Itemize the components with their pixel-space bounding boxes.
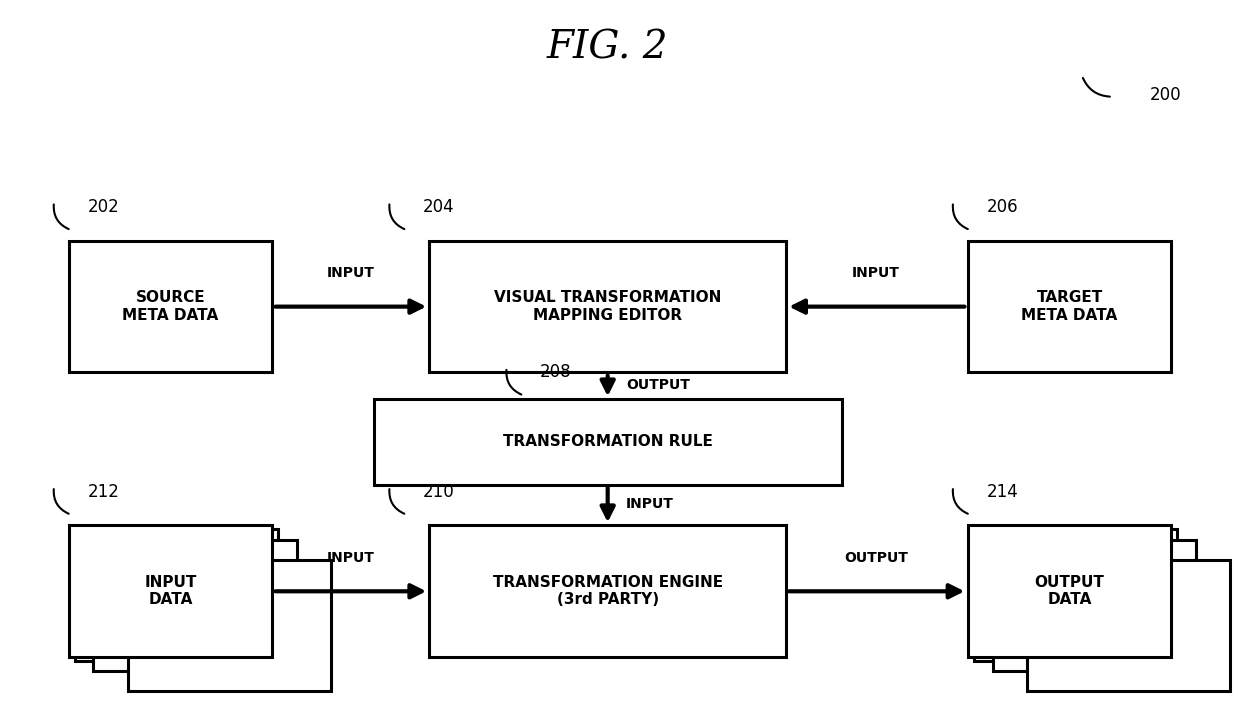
FancyArrowPatch shape: [506, 370, 521, 395]
FancyArrowPatch shape: [53, 204, 68, 229]
FancyArrowPatch shape: [389, 204, 404, 229]
Bar: [373, 399, 842, 485]
Text: 210: 210: [423, 482, 455, 500]
Text: INPUT
DATA: INPUT DATA: [144, 575, 197, 608]
Text: TRANSFORMATION RULE: TRANSFORMATION RULE: [502, 434, 713, 449]
Bar: [128, 559, 331, 691]
Bar: [429, 526, 786, 657]
Text: FIG. 2: FIG. 2: [547, 29, 668, 66]
Text: OUTPUT: OUTPUT: [844, 551, 908, 565]
Bar: [968, 240, 1171, 372]
Bar: [968, 526, 1171, 657]
Text: TARGET
META DATA: TARGET META DATA: [1022, 290, 1117, 323]
FancyArrowPatch shape: [1083, 78, 1110, 96]
Text: SOURCE
META DATA: SOURCE META DATA: [123, 290, 218, 323]
FancyArrowPatch shape: [53, 489, 68, 514]
Bar: [975, 529, 1177, 661]
Text: 208: 208: [539, 364, 572, 382]
Bar: [429, 240, 786, 372]
Text: INPUT: INPUT: [326, 551, 374, 565]
Text: 206: 206: [987, 198, 1018, 216]
Text: OUTPUT: OUTPUT: [626, 378, 689, 392]
Text: INPUT: INPUT: [852, 266, 900, 280]
Text: TRANSFORMATION ENGINE
(3rd PARTY): TRANSFORMATION ENGINE (3rd PARTY): [492, 575, 723, 608]
Bar: [69, 240, 272, 372]
FancyArrowPatch shape: [389, 489, 404, 514]
Text: 212: 212: [87, 482, 119, 500]
Text: 214: 214: [987, 482, 1018, 500]
Text: 200: 200: [1149, 86, 1182, 104]
Bar: [992, 540, 1195, 671]
Text: INPUT: INPUT: [626, 497, 675, 510]
Bar: [69, 526, 272, 657]
Bar: [93, 540, 296, 671]
Bar: [74, 529, 278, 661]
Text: INPUT: INPUT: [326, 266, 374, 280]
Bar: [1027, 559, 1230, 691]
Text: 202: 202: [87, 198, 119, 216]
Text: VISUAL TRANSFORMATION
MAPPING EDITOR: VISUAL TRANSFORMATION MAPPING EDITOR: [494, 290, 722, 323]
Text: OUTPUT
DATA: OUTPUT DATA: [1034, 575, 1105, 608]
Text: 204: 204: [423, 198, 455, 216]
FancyArrowPatch shape: [952, 204, 968, 229]
FancyArrowPatch shape: [952, 489, 968, 514]
